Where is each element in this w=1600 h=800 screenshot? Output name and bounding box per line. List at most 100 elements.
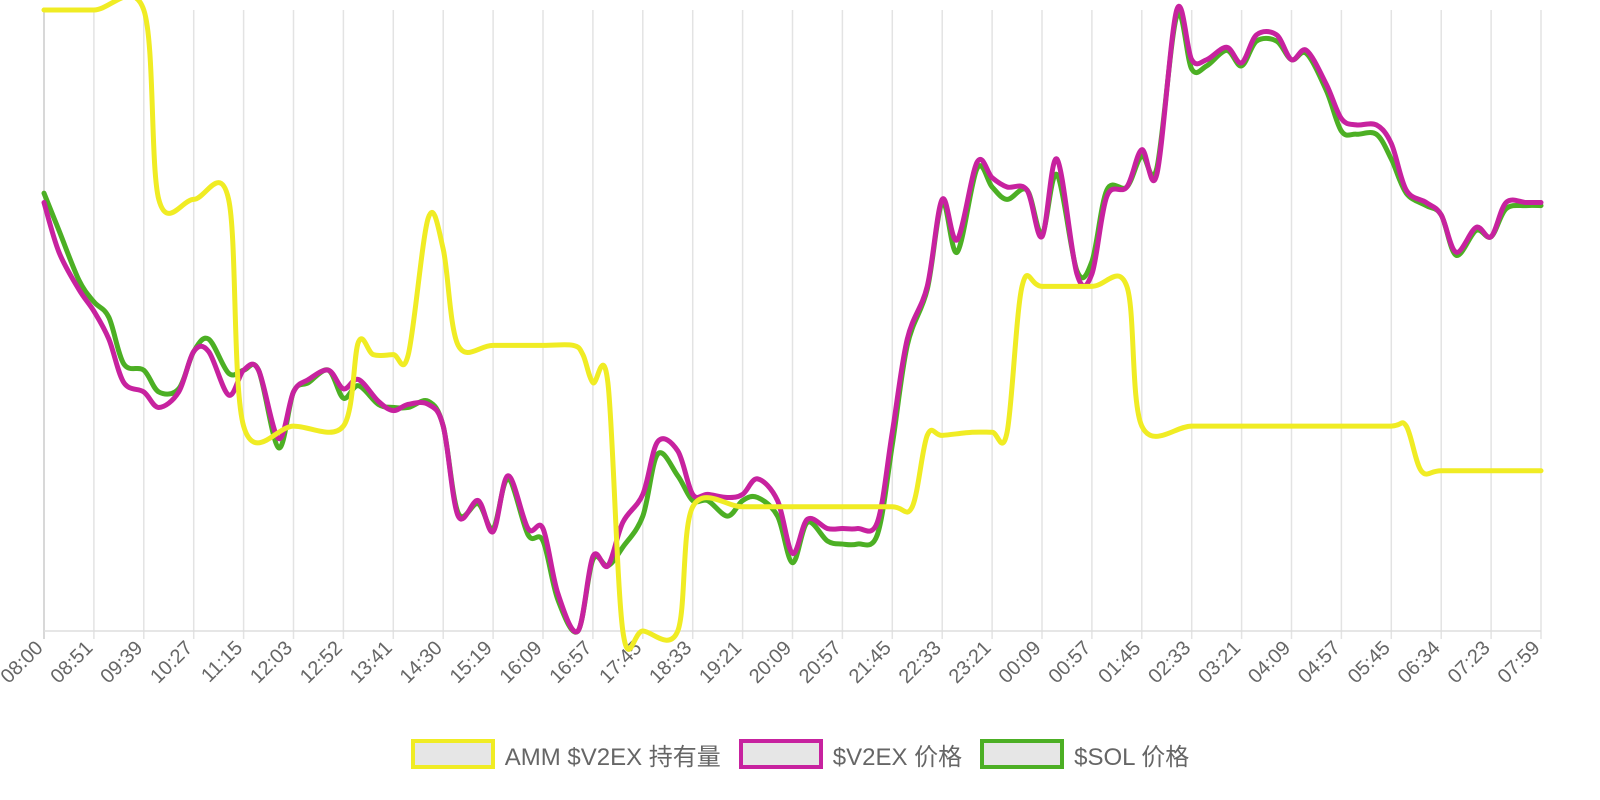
data-point [675, 628, 680, 634]
data-point [356, 383, 361, 388]
data-point [1389, 156, 1394, 162]
data-point [1189, 57, 1194, 62]
data-point [1139, 147, 1145, 152]
data-point [1019, 284, 1025, 289]
x-tick-label: 12:03 [246, 637, 297, 688]
data-point [391, 408, 396, 413]
data-point [1453, 249, 1459, 255]
data-point [490, 529, 496, 534]
data-point [925, 284, 930, 289]
data-point [76, 277, 82, 283]
x-tick-label: 18:33 [645, 637, 696, 688]
x-tick-label: 04:09 [1244, 637, 1295, 688]
x-tick-label: 15:19 [446, 637, 497, 688]
data-point [376, 399, 381, 404]
data-point [56, 228, 62, 233]
data-point [1339, 116, 1344, 121]
data-point [690, 492, 695, 497]
data-point [1224, 45, 1229, 50]
data-point [276, 436, 281, 441]
data-point [356, 377, 361, 382]
data-point [1089, 271, 1095, 277]
data-point [1503, 200, 1509, 205]
data-point [655, 439, 660, 444]
data-point [391, 352, 396, 357]
data-point [969, 430, 975, 435]
x-tick-label: 06:34 [1394, 637, 1445, 688]
x-tick-label: 00:57 [1044, 637, 1095, 688]
data-point [1523, 200, 1529, 205]
data-point [1204, 63, 1209, 69]
data-point [605, 563, 611, 568]
data-point [755, 476, 760, 482]
x-tick-label: 20:57 [795, 637, 846, 688]
data-point [1404, 187, 1409, 193]
data-point [1004, 184, 1010, 190]
data-point [1289, 57, 1294, 62]
data-point [1374, 122, 1379, 128]
data-point [276, 445, 281, 451]
data-point [1439, 468, 1444, 473]
data-point [725, 513, 730, 519]
data-point [1389, 141, 1394, 146]
data-point [1374, 132, 1379, 137]
data-point [41, 190, 47, 196]
data-point [740, 492, 745, 497]
data-point [1354, 132, 1359, 137]
legend-label-amm-holdings: AMM $V2EX 持有量 [504, 743, 721, 771]
data-point [855, 526, 860, 531]
legend-item-v2ex-price[interactable]: $V2EX 价格 [738, 737, 963, 772]
x-tick-label: 13:41 [346, 637, 397, 688]
data-point [755, 495, 760, 500]
data-point [106, 336, 112, 342]
data-point [580, 352, 586, 357]
data-point [1304, 48, 1309, 53]
x-tick-label: 07:59 [1494, 637, 1545, 688]
data-point [525, 532, 531, 537]
series-layer [41, 0, 1544, 652]
data-point [41, 7, 47, 13]
data-point [790, 560, 795, 565]
data-point [121, 380, 127, 385]
data-point [1324, 82, 1329, 87]
data-point [1174, 7, 1179, 13]
data-point [141, 367, 146, 373]
data-point [241, 423, 246, 429]
data-point [805, 517, 810, 522]
data-point [925, 433, 930, 438]
x-tick-label: 08:51 [46, 637, 97, 688]
data-point [1538, 468, 1544, 473]
legend-label-v2ex-price: $V2EX 价格 [832, 743, 963, 771]
data-point [940, 197, 945, 202]
data-point [1488, 234, 1494, 239]
data-point [1054, 172, 1060, 177]
x-tick-label: 01:45 [1094, 637, 1145, 688]
grid-lines [43, 10, 1542, 639]
data-point [191, 349, 196, 354]
data-point [406, 402, 411, 407]
data-point [775, 513, 780, 519]
data-point [156, 389, 161, 395]
data-point [954, 237, 960, 242]
data-point [1104, 194, 1110, 199]
data-point [41, 200, 47, 205]
data-point [590, 554, 596, 559]
data-point [1189, 423, 1194, 429]
data-point [206, 336, 211, 342]
data-point [326, 367, 331, 373]
data-point [341, 386, 346, 392]
data-point [840, 526, 845, 531]
legend-item-amm-holdings[interactable]: AMM $V2EX 持有量 [410, 737, 721, 772]
x-tick-label: 10:27 [146, 637, 197, 688]
data-point [740, 504, 745, 509]
legend-item-sol-price[interactable]: $SOL 价格 [980, 737, 1189, 772]
data-point [740, 498, 745, 503]
data-point [91, 299, 97, 305]
x-tick-label: 05:45 [1344, 637, 1395, 688]
data-point [121, 361, 127, 367]
data-point [426, 215, 431, 221]
data-point [76, 287, 82, 292]
data-point [1419, 468, 1424, 473]
data-point [725, 495, 730, 500]
